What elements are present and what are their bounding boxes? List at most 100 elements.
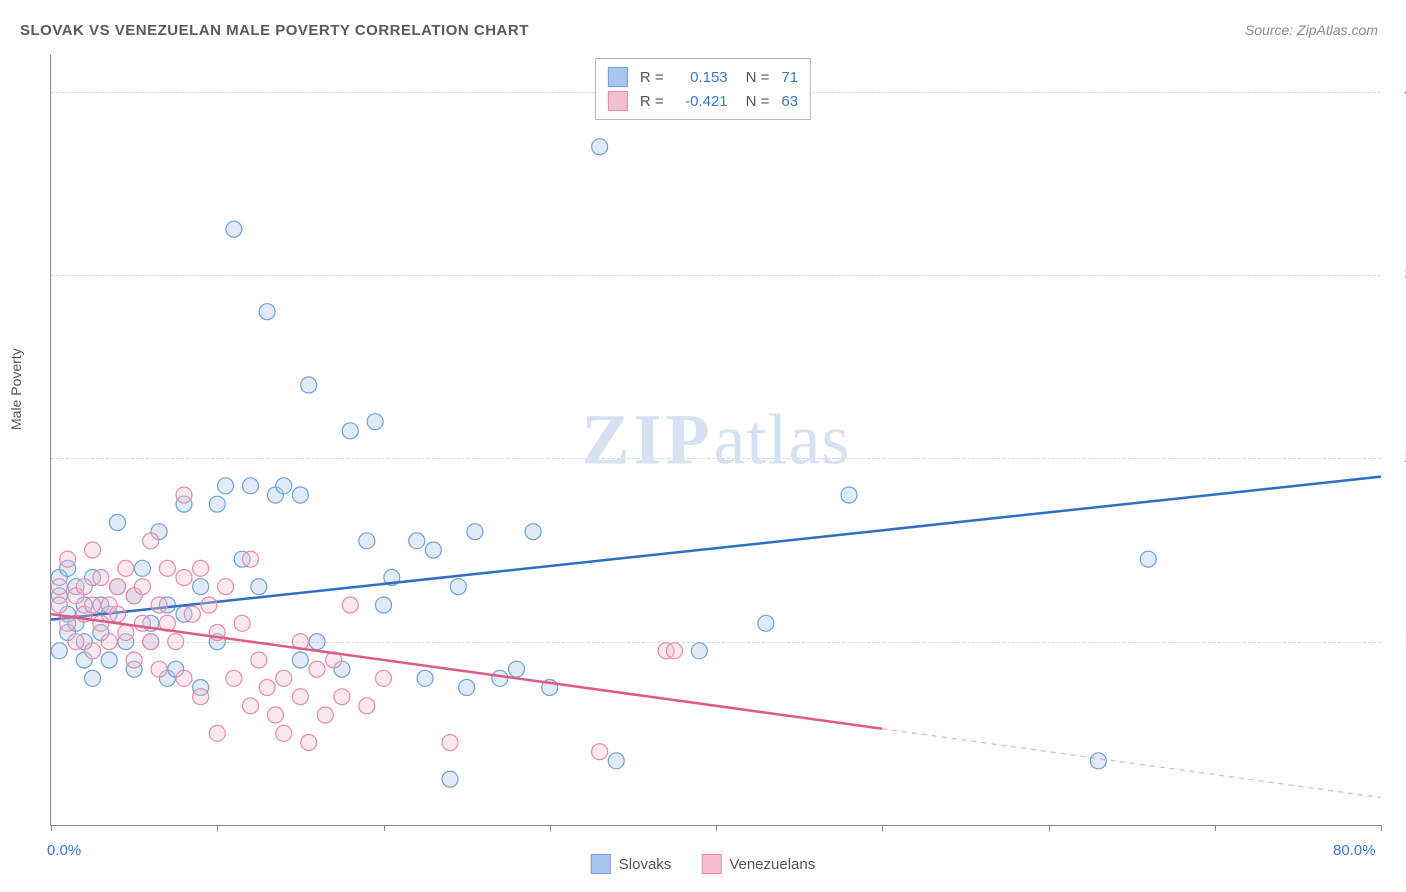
data-point — [85, 643, 101, 659]
x-tick-label: 80.0% — [1333, 842, 1376, 859]
legend-swatch — [608, 91, 628, 111]
trend-line — [51, 477, 1381, 620]
data-point — [409, 533, 425, 549]
data-point — [758, 615, 774, 631]
data-point — [218, 478, 234, 494]
data-point — [267, 707, 283, 723]
data-point — [85, 670, 101, 686]
data-point — [1090, 753, 1106, 769]
data-point — [841, 487, 857, 503]
legend-item: Venezuelans — [701, 854, 815, 874]
data-point — [143, 634, 159, 650]
data-point — [76, 579, 92, 595]
data-point — [509, 661, 525, 677]
data-point — [301, 735, 317, 751]
data-point — [376, 597, 392, 613]
data-point — [276, 670, 292, 686]
trend-line-dashed — [882, 729, 1381, 798]
data-point — [376, 670, 392, 686]
data-point — [176, 570, 192, 586]
data-point — [110, 579, 126, 595]
data-point — [259, 680, 275, 696]
data-point — [51, 579, 67, 595]
data-point — [193, 579, 209, 595]
data-point — [101, 634, 117, 650]
data-point — [259, 304, 275, 320]
data-point — [51, 643, 67, 659]
n-label: N = — [746, 93, 770, 110]
data-point — [309, 634, 325, 650]
n-value: 63 — [781, 93, 798, 110]
r-label: R = — [640, 69, 664, 86]
data-point — [309, 661, 325, 677]
data-point — [442, 735, 458, 751]
legend-label: Venezuelans — [729, 856, 815, 873]
n-value: 71 — [781, 69, 798, 86]
data-point — [201, 597, 217, 613]
y-axis-label: Male Poverty — [8, 348, 24, 430]
x-tick — [1215, 825, 1216, 831]
data-point — [417, 670, 433, 686]
data-point — [243, 551, 259, 567]
data-point — [134, 579, 150, 595]
data-point — [51, 597, 67, 613]
data-point — [151, 661, 167, 677]
data-point — [1140, 551, 1156, 567]
data-point — [93, 615, 109, 631]
x-tick — [1381, 825, 1382, 831]
data-point — [525, 524, 541, 540]
data-point — [442, 771, 458, 787]
data-point — [159, 560, 175, 576]
legend-row: R =0.153N =71 — [608, 65, 798, 89]
plot-area: ZIPatlas 10.0%20.0%30.0%40.0%0.0%80.0% — [50, 55, 1381, 826]
data-point — [592, 139, 608, 155]
data-point — [226, 221, 242, 237]
legend-row: R =-0.421N =63 — [608, 89, 798, 113]
data-point — [218, 579, 234, 595]
x-tick — [716, 825, 717, 831]
legend-label: Slovaks — [619, 856, 672, 873]
x-tick — [550, 825, 551, 831]
data-point — [60, 551, 76, 567]
data-point — [276, 478, 292, 494]
data-point — [85, 542, 101, 558]
legend-swatch — [591, 854, 611, 874]
data-point — [450, 579, 466, 595]
data-point — [292, 487, 308, 503]
data-point — [209, 496, 225, 512]
data-point — [292, 652, 308, 668]
data-point — [691, 643, 707, 659]
data-point — [126, 652, 142, 668]
x-tick — [217, 825, 218, 831]
data-point — [359, 533, 375, 549]
n-label: N = — [746, 69, 770, 86]
data-point — [110, 606, 126, 622]
data-point — [251, 579, 267, 595]
data-point — [226, 670, 242, 686]
chart-title: SLOVAK VS VENEZUELAN MALE POVERTY CORREL… — [20, 22, 529, 39]
data-point — [118, 560, 134, 576]
data-point — [243, 698, 259, 714]
data-point — [243, 478, 259, 494]
scatter-svg — [51, 55, 1381, 825]
x-tick-label: 0.0% — [47, 842, 81, 859]
data-point — [301, 377, 317, 393]
r-value: -0.421 — [672, 93, 728, 110]
data-point — [666, 643, 682, 659]
data-point — [467, 524, 483, 540]
data-point — [459, 680, 475, 696]
data-point — [176, 487, 192, 503]
data-point — [317, 707, 333, 723]
data-point — [118, 625, 134, 641]
data-point — [234, 615, 250, 631]
y-tick-label: 20.0% — [1387, 449, 1406, 466]
data-point — [110, 515, 126, 531]
data-point — [93, 570, 109, 586]
data-point — [342, 423, 358, 439]
data-point — [184, 606, 200, 622]
data-point — [193, 560, 209, 576]
data-point — [608, 753, 624, 769]
data-point — [193, 689, 209, 705]
y-tick-label: 10.0% — [1387, 633, 1406, 650]
legend-swatch — [701, 854, 721, 874]
